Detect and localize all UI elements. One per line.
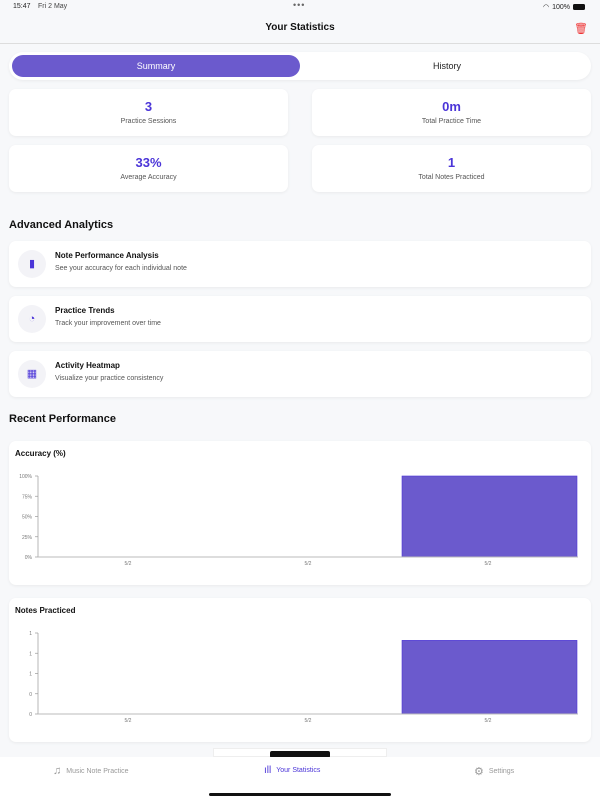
- item-subtitle: See your accuracy for each individual no…: [55, 265, 187, 272]
- x-tick-label: 5/2: [485, 718, 492, 724]
- x-tick-label: 5/2: [485, 561, 492, 567]
- trash-icon[interactable]: 🗑: [574, 23, 588, 35]
- calendar-icon: ▦: [18, 360, 46, 388]
- y-tick-label: 0: [29, 692, 32, 698]
- tab-bar: ♫ Music Note Practice ıll Your Statistics …: [0, 757, 600, 800]
- item-subtitle: Visualize your practice consistency: [55, 375, 164, 382]
- stat-card: 1 Total Notes Practiced: [312, 145, 591, 192]
- status-bar: 15:47 Fri 2 May ••• ◠ 100%: [0, 0, 600, 14]
- x-tick-label: 5/2: [125, 561, 132, 567]
- notes-chart: Notes Practiced 0 0 1 1 1 5/2 5/2 5/2: [9, 598, 591, 742]
- wifi-icon: ◠: [542, 4, 550, 11]
- music-note-icon: ♫: [53, 765, 62, 777]
- accuracy-chart: Accuracy (%) 0% 25% 50% 75% 100% 5/2 5/2 5/2: [9, 441, 591, 585]
- y-tick-label: 1: [29, 631, 32, 637]
- stat-label: Practice Sessions: [120, 118, 177, 125]
- stat-value: 0m: [442, 99, 461, 114]
- multitask-dots[interactable]: •••: [293, 0, 306, 10]
- x-tick-label: 5/2: [305, 561, 312, 567]
- chart-title: Notes Practiced: [15, 606, 76, 615]
- chart-title: Accuracy (%): [15, 449, 66, 458]
- bar: [401, 640, 578, 715]
- bar-chart-icon: ▮: [18, 250, 46, 278]
- item-title: Note Performance Analysis: [55, 251, 159, 260]
- bar: [401, 475, 578, 558]
- stat-label: Total Practice Time: [421, 118, 482, 125]
- status-time: 15:47: [13, 3, 31, 10]
- stat-card: 3 Practice Sessions: [9, 89, 288, 136]
- section-title: Recent Performance: [9, 413, 116, 425]
- scroll-indicator: [213, 748, 387, 758]
- tabbar-statistics[interactable]: ıll Your Statistics: [264, 765, 320, 776]
- y-tick-label: 1: [29, 651, 32, 657]
- item-title: Practice Trends: [55, 306, 115, 315]
- stat-card: 0m Total Practice Time: [312, 89, 591, 136]
- stat-value: 33%: [135, 155, 162, 170]
- stat-label: Average Accuracy: [120, 174, 177, 181]
- chart-svg: 0 0 1 1 1 5/2 5/2 5/2: [29, 631, 578, 724]
- analytics-note-performance[interactable]: ▮ Note Performance Analysis See your accur…: [9, 241, 591, 287]
- stat-label: Total Notes Practiced: [418, 174, 485, 181]
- stat-card: 33% Average Accuracy: [9, 145, 288, 192]
- y-tick-label: 0%: [25, 555, 33, 561]
- analytics-activity-heatmap[interactable]: ▦ Activity Heatmap Visualize your practice…: [9, 351, 591, 397]
- x-tick-label: 5/2: [305, 718, 312, 724]
- battery-icon: [573, 4, 585, 10]
- status-date: Fri 2 May: [38, 3, 68, 10]
- segmented-control: Summary History: [9, 52, 591, 80]
- chart-svg: 0% 25% 50% 75% 100% 5/2 5/2 5/2: [19, 474, 578, 567]
- tab-summary[interactable]: Summary: [12, 55, 300, 77]
- home-indicator: [209, 793, 391, 796]
- y-tick-label: 25%: [22, 535, 33, 541]
- section-title: Advanced Analytics: [9, 219, 114, 231]
- battery-label: 100%: [552, 3, 570, 11]
- tab-history[interactable]: History: [432, 61, 461, 71]
- stat-value: 3: [144, 99, 153, 114]
- tabbar-practice[interactable]: ♫ Music Note Practice: [53, 765, 129, 777]
- page-title: Your Statistics: [265, 22, 335, 33]
- y-tick-label: 0: [29, 712, 32, 718]
- item-title: Activity Heatmap: [55, 361, 120, 370]
- stat-value: 1: [447, 155, 456, 170]
- y-tick-label: 100%: [19, 474, 32, 480]
- pie-chart-icon: ◔: [18, 305, 46, 333]
- item-subtitle: Track your improvement over time: [55, 320, 161, 327]
- x-tick-label: 5/2: [125, 718, 132, 724]
- y-tick-label: 75%: [22, 494, 33, 500]
- tabbar-settings[interactable]: ⚙ Settings: [474, 765, 514, 778]
- bar-chart-icon: ıll: [264, 765, 272, 776]
- y-tick-label: 50%: [22, 515, 33, 521]
- gear-icon: ⚙: [474, 766, 484, 778]
- tab-label: Music Note Practice: [66, 767, 129, 775]
- y-tick-label: 1: [29, 672, 32, 678]
- analytics-practice-trends[interactable]: ◔ Practice Trends Track your improvement o…: [9, 296, 591, 342]
- tab-label: Settings: [488, 768, 515, 775]
- tab-label: Your Statistics: [276, 767, 321, 774]
- nav-header: Your Statistics 🗑: [0, 14, 600, 44]
